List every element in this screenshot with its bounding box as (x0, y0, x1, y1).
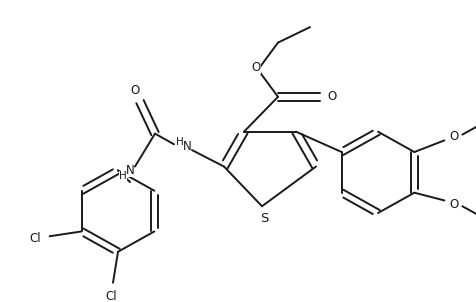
Text: N: N (125, 164, 134, 177)
Text: O: O (130, 84, 139, 97)
Text: S: S (259, 212, 268, 225)
Text: Cl: Cl (105, 290, 117, 302)
Text: H: H (176, 137, 183, 147)
Text: O: O (449, 198, 458, 211)
Text: Cl: Cl (30, 232, 41, 245)
Text: H: H (119, 171, 127, 181)
Text: O: O (251, 61, 260, 74)
Text: O: O (327, 90, 336, 103)
Text: O: O (449, 130, 458, 143)
Text: N: N (182, 140, 191, 153)
